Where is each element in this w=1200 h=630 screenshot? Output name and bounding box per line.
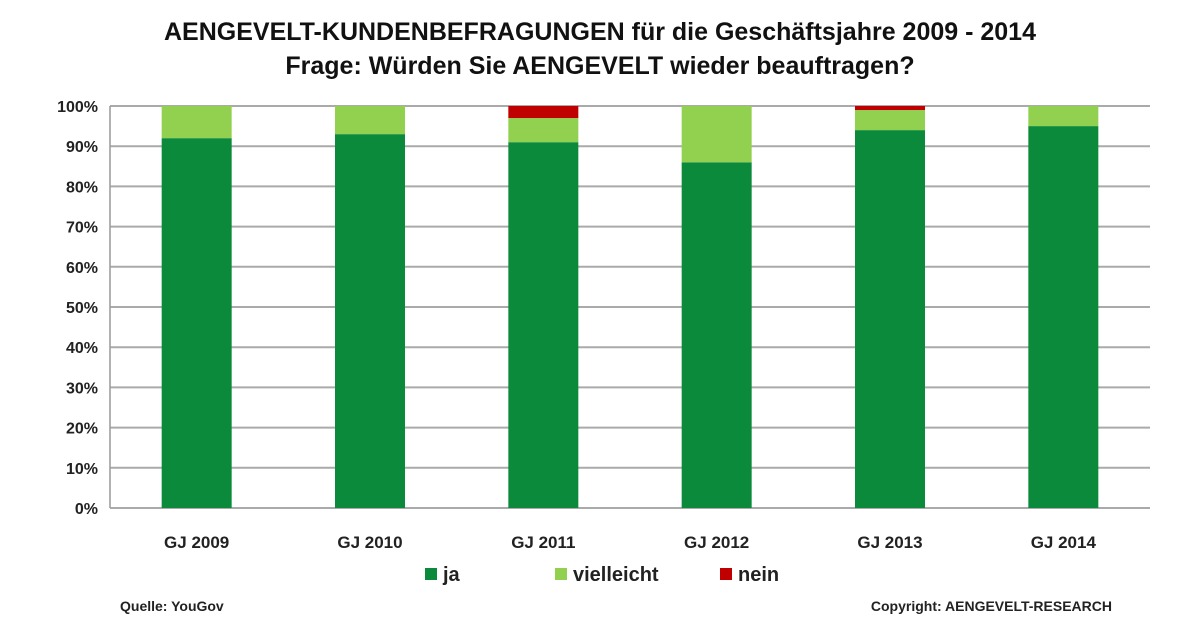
x-tick-label: GJ 2009 (164, 533, 229, 552)
x-tick-label: GJ 2012 (684, 533, 749, 552)
legend-label-ja: ja (442, 564, 461, 586)
bar-ja (161, 138, 232, 508)
bar-vielleicht (1028, 106, 1099, 127)
y-tick-label: 100% (57, 99, 98, 116)
bar-ja (508, 142, 579, 508)
x-tick-label: GJ 2011 (511, 533, 575, 552)
x-tick-label: GJ 2013 (857, 533, 922, 552)
bar-vielleicht (681, 106, 752, 163)
bar-vielleicht (508, 118, 579, 143)
x-tick-label: GJ 2010 (337, 533, 402, 552)
source-note: Quelle: YouGov (120, 598, 224, 614)
bar-ja (681, 162, 752, 508)
bar-nein (855, 106, 925, 111)
bar-vielleicht (161, 106, 232, 139)
bar-vielleicht (335, 106, 405, 135)
y-tick-label: 10% (66, 461, 98, 478)
chart-subtitle: Frage: Würden Sie AENGEVELT wieder beauf… (285, 52, 915, 80)
legend-swatch-ja (425, 568, 437, 580)
bar-ja (335, 134, 405, 508)
y-tick-label: 90% (66, 139, 98, 156)
chart-title: AENGEVELT-KUNDENBEFRAGUNGEN für die Gesc… (164, 18, 1036, 46)
bar-nein (508, 106, 579, 119)
y-tick-label: 30% (66, 380, 98, 397)
y-tick-label: 40% (66, 340, 98, 357)
bar-ja (855, 130, 925, 508)
bar-vielleicht (855, 110, 925, 131)
y-tick-label: 70% (66, 220, 98, 237)
legend-swatch-vielleicht (555, 568, 567, 580)
y-tick-label: 20% (66, 421, 98, 438)
y-tick-label: 50% (66, 300, 98, 317)
bar-ja (1028, 126, 1099, 508)
y-tick-label: 0% (75, 501, 98, 518)
copyright-note: Copyright: AENGEVELT-RESEARCH (870, 598, 1112, 614)
legend-label-vielleicht: vielleicht (573, 564, 659, 586)
legend-swatch-nein (720, 568, 732, 580)
legend-label-nein: nein (738, 564, 779, 586)
y-tick-label: 60% (66, 260, 98, 277)
x-tick-label: GJ 2014 (1031, 533, 1097, 552)
y-tick-label: 80% (66, 179, 98, 196)
